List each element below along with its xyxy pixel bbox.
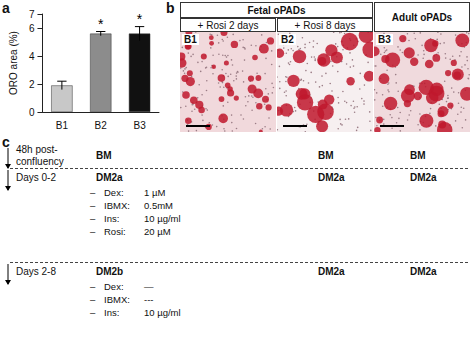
html-text:DM2a: DM2a xyxy=(318,266,345,277)
svg-text:B2: B2 xyxy=(95,120,108,131)
html-text:Ins:: Ins: xyxy=(104,307,120,318)
html-text:IBMX:: IBMX: xyxy=(104,200,130,211)
html-text:DM2a: DM2a xyxy=(318,172,345,183)
html-text:0.5mM: 0.5mM xyxy=(144,200,173,211)
svg-text:B3: B3 xyxy=(133,120,146,131)
svg-text:B1: B1 xyxy=(56,120,69,131)
html-text:+ Rosi 2 days: + Rosi 2 days xyxy=(197,19,259,31)
html-text:B3: B3 xyxy=(378,34,391,45)
svg-text:ORO area (%): ORO area (%) xyxy=(8,31,19,95)
svg-text:2: 2 xyxy=(29,79,35,90)
html-text:BM: BM xyxy=(318,150,334,161)
html-text:DM2a: DM2a xyxy=(96,172,123,183)
svg-text:*: * xyxy=(98,16,104,32)
html-text:20 µM: 20 µM xyxy=(144,226,171,237)
html-text:+ Rosi 8 days: + Rosi 8 days xyxy=(294,19,356,31)
html-text:1 µM: 1 µM xyxy=(144,187,166,198)
html-text:B1: B1 xyxy=(184,34,197,45)
html-text:10 µg/ml: 10 µg/ml xyxy=(144,307,181,318)
svg-text:6: 6 xyxy=(29,23,35,34)
html-text:10 µg/ml: 10 µg/ml xyxy=(144,213,181,224)
html-text:BM: BM xyxy=(96,150,112,161)
svg-text:*: * xyxy=(137,11,143,27)
html-text:Fetal oPADs: Fetal oPADs xyxy=(247,4,306,16)
html-text:Days 0-2: Days 0-2 xyxy=(16,172,56,183)
svg-text:4: 4 xyxy=(29,51,35,62)
html-text:Adult oPADs: Adult oPADs xyxy=(391,11,453,23)
html-text:48h post-: 48h post- xyxy=(16,144,58,155)
html-text:BM: BM xyxy=(410,150,426,161)
html-text:DM2b: DM2b xyxy=(96,266,124,277)
html-text:DM2a: DM2a xyxy=(410,266,437,277)
svg-text:7: 7 xyxy=(29,9,35,20)
svg-text:0: 0 xyxy=(29,107,35,118)
html-text:B2: B2 xyxy=(281,34,294,45)
html-text:b: b xyxy=(166,0,175,16)
html-text:a: a xyxy=(2,0,10,16)
html-text:Dex:: Dex: xyxy=(104,281,124,292)
html-text:IBMX:: IBMX: xyxy=(104,294,130,305)
html-text:confluency: confluency xyxy=(16,156,64,167)
html-text:DM2a: DM2a xyxy=(410,172,437,183)
html-text:Rosi:: Rosi: xyxy=(104,226,126,237)
html-text:Ins:: Ins: xyxy=(104,213,120,224)
html-text:Dex:: Dex: xyxy=(104,187,124,198)
html-text:Days 2-8: Days 2-8 xyxy=(16,266,56,277)
html-text:c: c xyxy=(2,134,10,150)
